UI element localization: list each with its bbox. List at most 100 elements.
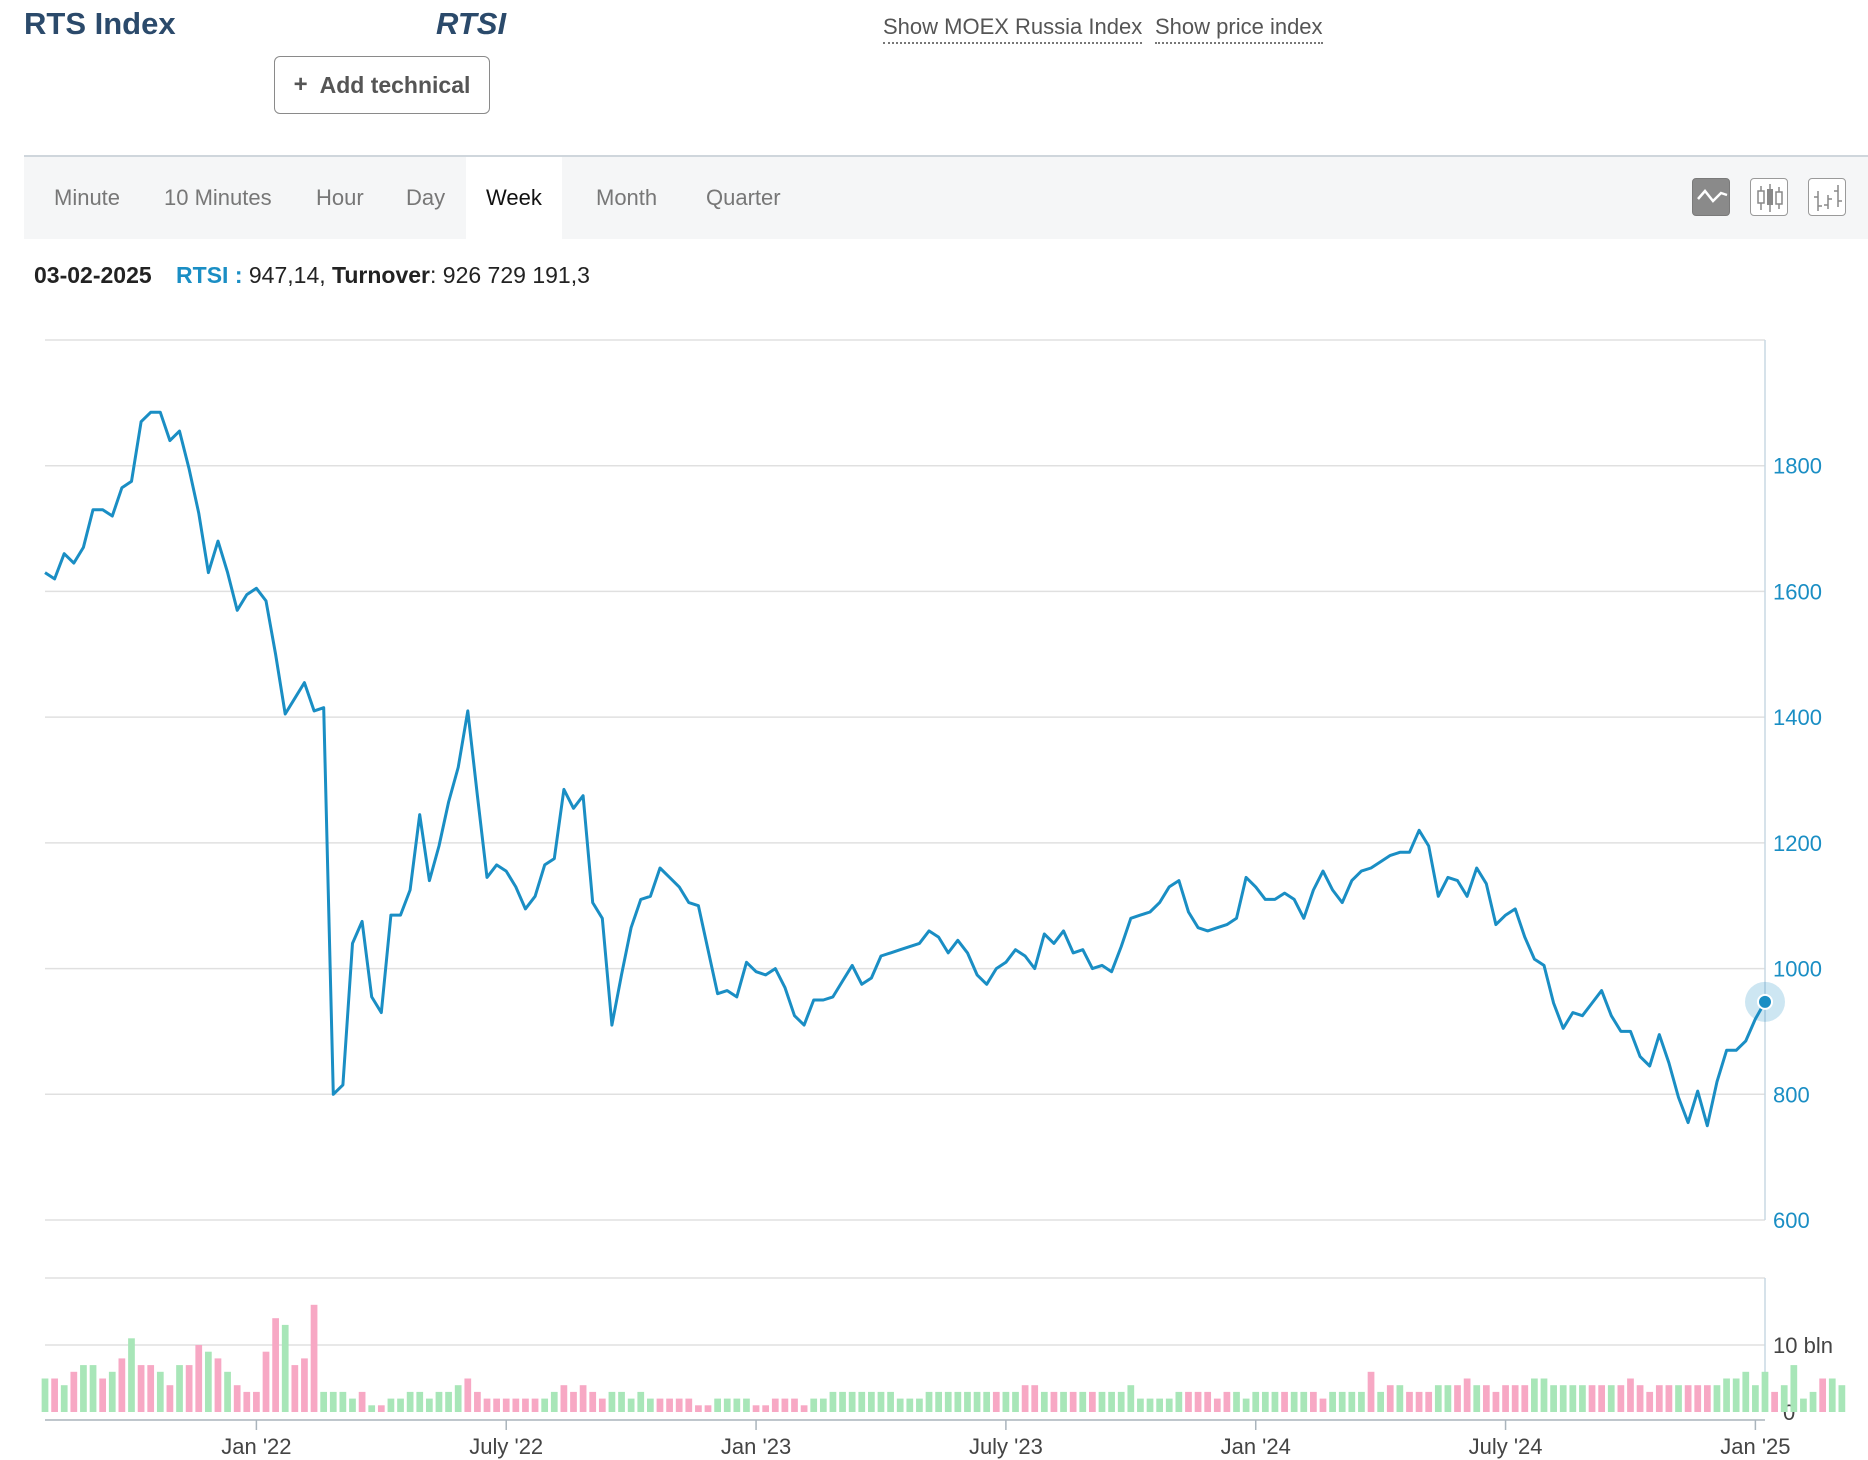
tab-10-minutes[interactable]: 10 Minutes <box>164 185 272 210</box>
volume-bar <box>714 1398 721 1412</box>
volume-bar <box>752 1405 760 1412</box>
show-price-index-link[interactable]: Show price index <box>1155 14 1323 44</box>
volume-bar <box>1732 1378 1740 1412</box>
volume-bar <box>349 1398 356 1412</box>
volume-bar <box>262 1351 270 1412</box>
ohlc-bar-chart-button[interactable] <box>1808 178 1846 216</box>
show-moex-russia-index-link[interactable]: Show MOEX Russia Index <box>883 14 1143 44</box>
volume-bar <box>1060 1391 1067 1412</box>
volume-bar <box>685 1398 693 1412</box>
ohlc-bar-chart-icon <box>1814 185 1842 211</box>
add-technical-button[interactable]: + Add technical <box>274 56 490 114</box>
volume-bar <box>80 1365 87 1412</box>
volume-bar <box>1607 1385 1615 1412</box>
volume-bar <box>887 1391 894 1412</box>
line-chart-button[interactable] <box>1692 178 1730 216</box>
volume-bar <box>1300 1391 1308 1412</box>
volume-bar <box>1742 1371 1750 1412</box>
volume-bar <box>1194 1391 1202 1412</box>
volume-bar <box>233 1385 241 1412</box>
volume-bar <box>156 1371 164 1412</box>
volume-bar <box>1108 1391 1115 1412</box>
volume-bar <box>1117 1391 1125 1412</box>
x-tick-label: Jan '23 <box>721 1434 791 1459</box>
volume-bar <box>397 1398 404 1412</box>
volume-bar <box>964 1391 971 1412</box>
tab-quarter[interactable]: Quarter <box>706 185 781 210</box>
volume-bar <box>99 1378 107 1412</box>
volume-bar <box>310 1304 318 1412</box>
volume-bar <box>771 1398 779 1412</box>
volume-bar <box>1511 1385 1519 1412</box>
volume-bar <box>598 1398 606 1412</box>
volume-bar <box>1233 1391 1240 1412</box>
readout-turnover-label: Turnover <box>332 262 431 288</box>
volume-bar <box>1790 1365 1798 1412</box>
tab-week[interactable]: Week <box>466 157 562 239</box>
volume-bar <box>483 1398 491 1412</box>
volume-bar <box>1579 1385 1586 1412</box>
volume-bar <box>406 1391 414 1412</box>
volume-bar <box>1329 1391 1336 1412</box>
volume-bar <box>839 1391 846 1412</box>
tab-hour[interactable]: Hour <box>316 185 364 210</box>
candlestick-chart-button[interactable] <box>1750 178 1788 216</box>
volume-bar <box>147 1365 155 1412</box>
volume-bar <box>1771 1391 1778 1412</box>
volume-bar <box>454 1385 462 1412</box>
volume-bar <box>281 1324 289 1412</box>
tab-month[interactable]: Month <box>596 185 658 210</box>
volume-bar <box>522 1398 529 1412</box>
volume-bar <box>550 1391 558 1412</box>
volume-bar <box>1098 1391 1106 1412</box>
volume-bar <box>51 1378 58 1412</box>
volume-bar <box>1819 1378 1827 1412</box>
volume-bar <box>435 1391 443 1412</box>
volume-bar <box>1502 1385 1509 1412</box>
last-point-marker[interactable] <box>1757 993 1773 1010</box>
volume-bar <box>829 1391 837 1412</box>
tab-minute[interactable]: Minute <box>54 185 121 210</box>
volume-bar <box>1185 1391 1192 1412</box>
volume-bar <box>339 1391 347 1412</box>
volume-bar <box>512 1398 520 1412</box>
volume-bar <box>1310 1391 1317 1412</box>
volume-bar <box>425 1398 433 1412</box>
volume-bar <box>723 1398 731 1412</box>
volume-bar <box>656 1398 664 1412</box>
volume-bar <box>944 1391 952 1412</box>
y-tick-label: 600 <box>1773 1208 1810 1233</box>
volume-bar <box>41 1378 49 1412</box>
volume-bar <box>416 1391 424 1412</box>
volume-bar <box>973 1391 981 1412</box>
volume-bar <box>1569 1385 1577 1412</box>
volume-bar <box>214 1358 222 1412</box>
tab-day[interactable]: Day <box>406 185 446 210</box>
volume-bar <box>358 1391 366 1412</box>
volume-bar <box>1415 1391 1423 1412</box>
readout-turnover-value: : 926 729 191,3 <box>430 262 590 288</box>
volume-bar <box>464 1378 472 1412</box>
volume-bar <box>1358 1391 1365 1412</box>
x-tick-label: July '22 <box>469 1434 543 1459</box>
volume-bar <box>1598 1385 1606 1412</box>
volume-bar <box>637 1391 645 1412</box>
volume-bar <box>1703 1385 1711 1412</box>
volume-bar <box>1473 1385 1481 1412</box>
volume-bar <box>704 1405 712 1412</box>
volume-bar <box>1175 1391 1183 1412</box>
volume-bar <box>445 1391 452 1412</box>
volume-bar <box>1050 1391 1058 1412</box>
volume-bar <box>1213 1398 1221 1412</box>
volume-bar <box>1223 1391 1231 1412</box>
volume-bar <box>531 1398 539 1412</box>
volume-bar <box>1588 1385 1596 1412</box>
interval-tab-bar: Minute 10 Minutes Hour Day Week Month Qu… <box>24 157 1868 239</box>
volume-bar <box>1137 1398 1144 1412</box>
volume-bar <box>1761 1371 1769 1412</box>
volume-bar <box>1559 1385 1567 1412</box>
volume-bar <box>1521 1385 1529 1412</box>
volume-bar <box>1684 1385 1692 1412</box>
volume-bar <box>781 1398 789 1412</box>
